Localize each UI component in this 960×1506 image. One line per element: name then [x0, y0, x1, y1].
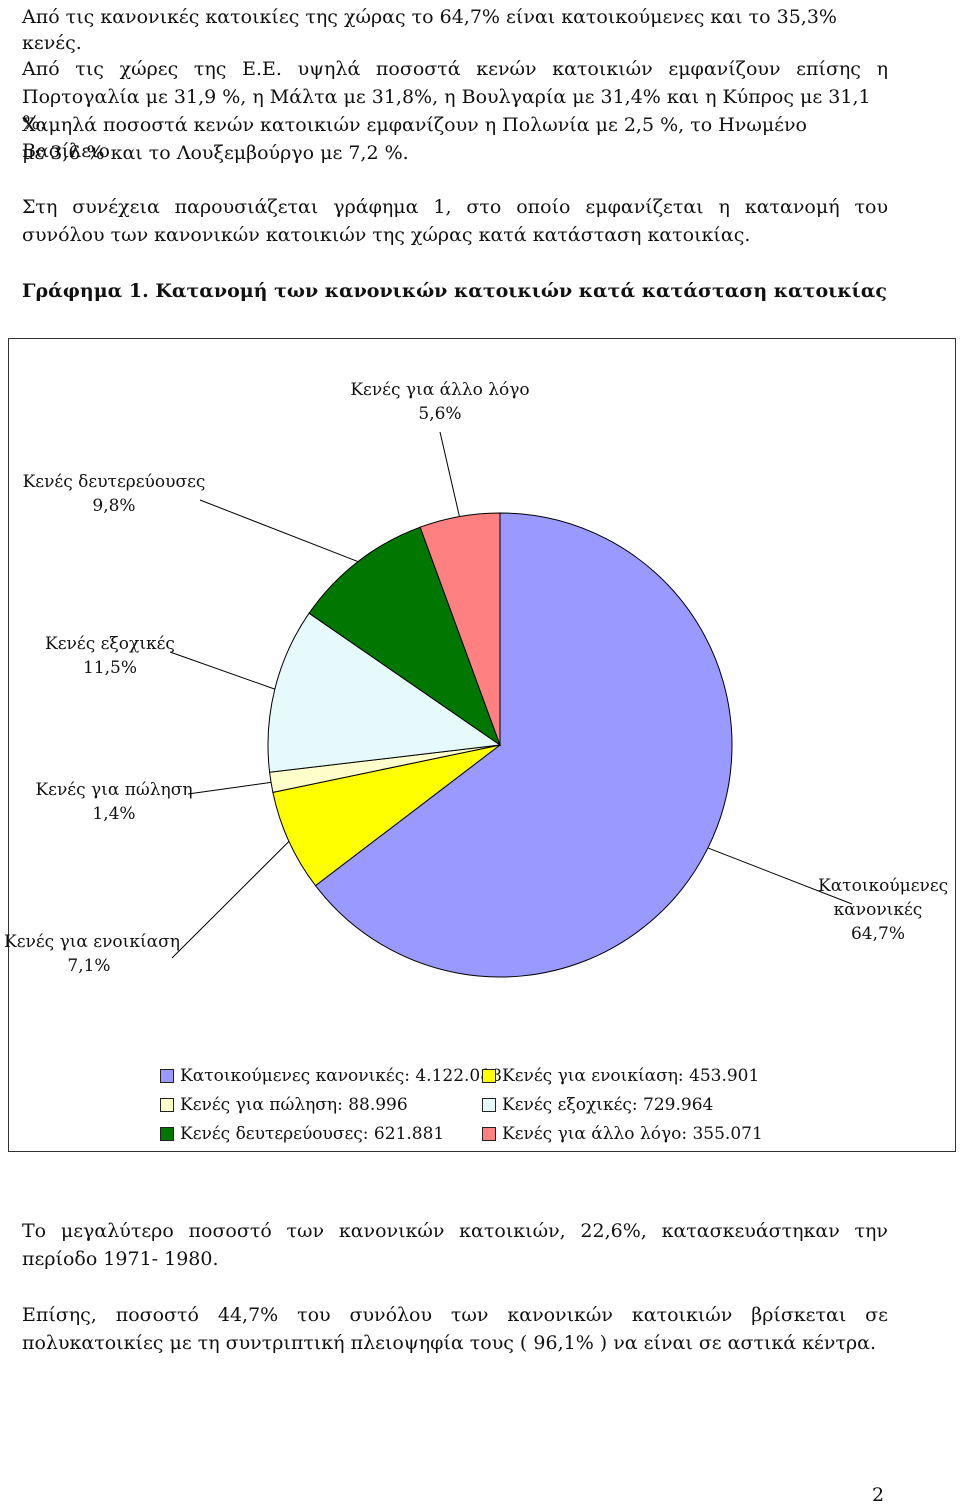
pie-chart-frame — [8, 338, 956, 1152]
slice-label-occupied-line2: κανονικές — [833, 900, 923, 920]
slice-label-sale-percent: 1,4% — [92, 804, 136, 824]
legend-swatch-other — [482, 1127, 496, 1141]
legend-text-secondary: Κενές δευτερεύουσες: 621.881 — [180, 1124, 445, 1144]
legend-item-occupied: Κατοικούμενες κανονικές: 4.122.088 — [160, 1066, 502, 1086]
figure-caption: Γράφημα 1. Κατανομή των κανονικών κατοικ… — [22, 280, 887, 302]
leader-line-sale — [187, 781, 272, 795]
leader-line-holiday — [169, 651, 275, 690]
pie-slice-rent — [272, 744, 501, 887]
legend-item-holiday: Κενές εξοχικές: 729.964 — [482, 1095, 713, 1115]
legend-item-sale: Κενές για πώληση: 88.996 — [160, 1095, 408, 1115]
slice-label-secondary-percent: 9,8% — [92, 496, 136, 516]
paragraph-apartments-line-1: Επίσης, ποσοστό 44,7% του συνόλου των κα… — [22, 1304, 888, 1326]
paragraph-construction-line-1: Το μεγαλύτερο ποσοστό των κανονικών κατο… — [22, 1220, 888, 1242]
legend-swatch-secondary — [160, 1127, 174, 1141]
legend-text-other: Κενές για άλλο λόγο: 355.071 — [502, 1124, 763, 1144]
paragraph-eu-line-4: με 3,6 % και το Λουξεμβούργο με 7,2 %. — [22, 142, 409, 164]
slice-label-rent-percent: 7,1% — [67, 956, 111, 976]
slice-label-holiday-percent: 11,5% — [82, 658, 137, 678]
slice-label-sale: Κενές για πώληση 1,4% — [30, 778, 198, 826]
slice-label-rent: Κενές για ενοικίαση 7,1% — [4, 930, 180, 978]
slice-label-holiday: Κενές εξοχικές 11,5% — [40, 632, 180, 680]
paragraph-eu-line-3: Χαμηλά ποσοστά κενών κατοικιών εμφανίζου… — [22, 114, 807, 162]
paragraph-eu-line-2: Πορτογαλία με 31,9 %, η Μάλτα με 31,8%, … — [22, 86, 871, 134]
slice-label-other-percent: 5,6% — [418, 404, 462, 424]
leader-line-rent — [171, 841, 290, 959]
paragraph-chart-intro-line-1: Στη συνέχεια παρουσιάζεται γράφημα 1, στ… — [22, 196, 888, 218]
slice-label-occupied-line1: Κατοικούμενες — [818, 876, 949, 896]
legend-item-rent: Κενές για ενοικίαση: 453.901 — [482, 1066, 759, 1086]
slice-label-sale-line1: Κενές για πώληση — [35, 780, 193, 800]
legend-swatch-rent — [482, 1069, 496, 1083]
legend-item-secondary: Κενές δευτερεύουσες: 621.881 — [160, 1124, 444, 1144]
leader-line-secondary — [199, 499, 359, 563]
legend-swatch-occupied — [160, 1069, 174, 1083]
paragraph-apartments-line-2: πολυκατοικίες με τη συντριπτική πλειοψηφ… — [22, 1332, 876, 1354]
slice-label-occupied: Κατοικούμενες κανονικές 64,7% — [818, 874, 949, 946]
slice-label-holiday-line1: Κενές εξοχικές — [45, 634, 175, 654]
legend-text-holiday: Κενές εξοχικές: 729.964 — [502, 1095, 714, 1115]
slice-label-other: Κενές για άλλο λόγο 5,6% — [340, 378, 540, 426]
legend-swatch-sale — [160, 1098, 174, 1112]
slice-label-secondary-line1: Κενές δευτερεύουσες — [22, 472, 206, 492]
paragraph-eu-line-1: Από τις χώρες της Ε.Ε. υψηλά ποσοστά κεν… — [22, 58, 888, 80]
legend-item-other: Κενές για άλλο λόγο: 355.071 — [482, 1124, 763, 1144]
pie-slice-other — [419, 512, 501, 746]
slice-label-occupied-percent: 64,7% — [850, 924, 905, 944]
page-number: 2 — [872, 1484, 885, 1506]
paragraph-chart-intro-line-2: συνόλου των κανονικών κατοικιών της χώρα… — [22, 224, 751, 246]
legend-swatch-holiday — [482, 1098, 496, 1112]
intro-line: Από τις κανονικές κατοικίες της χώρας το… — [22, 6, 837, 54]
legend-text-occupied: Κατοικούμενες κανονικές: 4.122.088 — [180, 1066, 502, 1086]
pie-slice-holiday — [267, 612, 502, 773]
paragraph-construction-line-2: περίοδο 1971- 1980. — [22, 1248, 219, 1270]
leader-line-occupied — [707, 847, 853, 905]
pie-slice-secondary — [308, 526, 502, 747]
pie-slice-occupied — [314, 512, 733, 978]
legend-text-sale: Κενές για πώληση: 88.996 — [180, 1095, 408, 1115]
slice-label-rent-line1: Κενές για ενοικίαση — [4, 932, 180, 952]
legend-text-rent: Κενές για ενοικίαση: 453.901 — [502, 1066, 760, 1086]
slice-label-other-line1: Κενές για άλλο λόγο — [350, 380, 530, 400]
slice-label-secondary: Κενές δευτερεύουσες 9,8% — [20, 470, 208, 518]
leader-line-other — [439, 431, 460, 517]
